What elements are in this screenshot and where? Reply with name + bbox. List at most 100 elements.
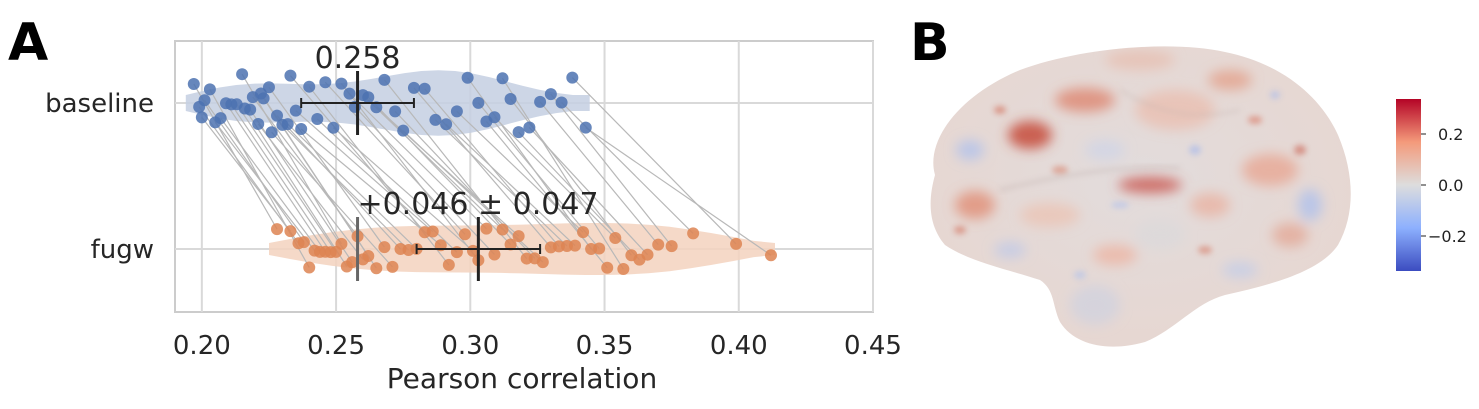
baseline-point xyxy=(378,73,391,86)
pair-line xyxy=(477,102,600,249)
pair-line xyxy=(295,110,434,232)
fugw-point xyxy=(641,248,654,261)
baseline-point xyxy=(319,76,332,89)
pair-line xyxy=(300,128,442,246)
baseline-point xyxy=(244,103,257,116)
fugw-point xyxy=(601,261,614,274)
fugw-point xyxy=(426,225,439,238)
fugw-point xyxy=(271,223,284,236)
colorbar-gradient xyxy=(1396,99,1421,271)
pair-line xyxy=(281,124,409,251)
pair-line xyxy=(340,83,479,261)
pair-line xyxy=(220,117,321,253)
x-tick-label: 0.30 xyxy=(441,331,499,361)
pair-line xyxy=(324,81,466,235)
pair-line xyxy=(528,127,648,256)
pair-line xyxy=(354,106,495,255)
baseline-point xyxy=(512,126,525,139)
baseline-point xyxy=(265,126,278,139)
fugw-point xyxy=(512,230,525,243)
fugw-point xyxy=(346,256,359,269)
fugw-point xyxy=(335,237,348,250)
pair-line xyxy=(236,103,337,253)
panel-a-letter: A xyxy=(8,13,48,73)
fugw-point xyxy=(617,263,630,276)
baseline-point xyxy=(555,96,568,109)
baseline-mean-label: 0.258 xyxy=(315,41,401,76)
fugw-point xyxy=(297,236,310,249)
baseline-point xyxy=(418,82,431,95)
baseline-point xyxy=(566,71,579,84)
baseline-point xyxy=(295,123,308,136)
colorbar: 0.2 0.0 −0.2 xyxy=(1396,99,1467,271)
baseline-point xyxy=(429,113,442,126)
baseline-point xyxy=(370,101,383,114)
pair-line xyxy=(271,131,393,268)
pair-line xyxy=(539,101,659,246)
pair-line xyxy=(550,93,673,247)
baseline-point xyxy=(488,111,501,124)
fugw-point xyxy=(488,248,501,261)
fugw-point xyxy=(652,238,665,251)
baseline-point xyxy=(534,95,547,108)
pair-line xyxy=(198,106,299,244)
fugw-point xyxy=(569,239,582,252)
colorbar-tick-label: −0.2 xyxy=(1428,227,1467,246)
baseline-point xyxy=(472,96,485,109)
baseline-point xyxy=(271,109,284,122)
fugw-point xyxy=(730,237,743,250)
pair-line xyxy=(585,127,772,256)
fugw-point xyxy=(609,232,622,245)
fugw-point xyxy=(458,228,471,241)
fugw-difference-label: +0.046 ± 0.047 xyxy=(357,187,598,222)
x-axis-label: Pearson correlation xyxy=(387,362,657,395)
y-tick-label-fugw: fugw xyxy=(91,235,154,265)
fugw-point xyxy=(480,222,493,235)
x-tick-label: 0.40 xyxy=(710,331,768,361)
baseline-point xyxy=(504,92,517,105)
colorbar-tick-label: 0.0 xyxy=(1438,176,1463,195)
fugw-point xyxy=(665,240,678,253)
fugw-point xyxy=(386,260,399,273)
baseline-point xyxy=(397,124,410,137)
baseline-point xyxy=(579,121,592,134)
correlation-chart: 0.258 +0.046 ± 0.047 baseline fugw 0.20 0.25 0… xyxy=(45,40,902,395)
pair-line xyxy=(362,94,503,230)
fugw-point xyxy=(370,262,383,275)
fugw-point xyxy=(593,242,606,255)
baseline-point xyxy=(450,105,463,118)
baseline-point xyxy=(343,87,356,100)
baseline-point xyxy=(262,81,275,94)
pair-line xyxy=(257,123,364,260)
pair-line xyxy=(571,77,737,245)
pair-line xyxy=(445,123,576,247)
baseline-point xyxy=(407,81,420,94)
x-tick-label: 0.45 xyxy=(844,331,902,361)
baseline-point xyxy=(195,111,208,124)
fugw-point xyxy=(764,249,777,262)
baseline-point xyxy=(523,121,536,134)
pair-line xyxy=(494,116,616,239)
baseline-point xyxy=(335,77,348,90)
y-tick-label-baseline: baseline xyxy=(45,89,154,119)
baseline-point xyxy=(281,118,294,131)
fugw-point xyxy=(687,227,700,240)
fugw-point xyxy=(303,261,316,274)
fugw-point xyxy=(450,246,463,259)
fugw-point xyxy=(362,249,375,262)
pair-line xyxy=(268,86,385,248)
fugw-point xyxy=(378,241,391,254)
x-tick-label: 0.20 xyxy=(173,331,231,361)
fugw-point xyxy=(442,258,455,271)
baseline-point xyxy=(284,69,297,82)
baseline-point xyxy=(389,105,402,118)
fugw-point xyxy=(577,226,590,239)
baseline-point xyxy=(544,88,557,101)
fugw-point xyxy=(466,244,479,257)
pair-line xyxy=(394,110,536,259)
fugw-point xyxy=(496,223,509,236)
baseline-point xyxy=(362,91,375,104)
panel-b-letter: B xyxy=(910,13,950,73)
pair-line xyxy=(349,93,487,230)
baseline-point xyxy=(327,121,340,134)
